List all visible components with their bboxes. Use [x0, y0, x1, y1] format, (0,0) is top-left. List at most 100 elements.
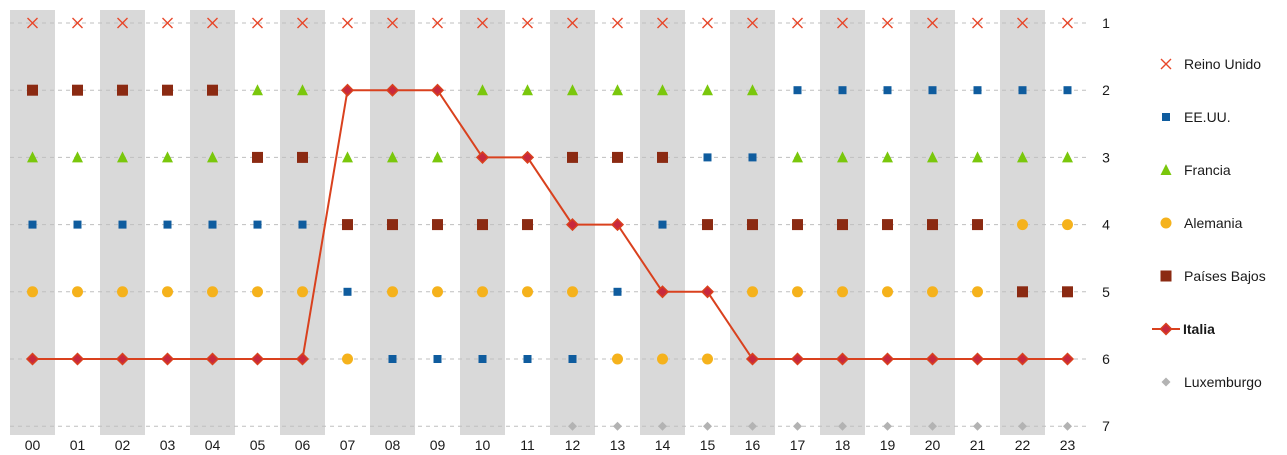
series-layer: [25, 17, 1075, 431]
point-reino-unido: [747, 17, 758, 29]
point-italia: [25, 352, 40, 366]
point-italia: [160, 352, 175, 366]
legend-label: Italia: [1183, 321, 1215, 337]
x-tick-label: 17: [790, 437, 806, 453]
point-paises-bajos: [387, 219, 398, 231]
point-reino-unido: [702, 17, 713, 29]
legend-marker: [1160, 217, 1172, 229]
x-tick-label: 18: [835, 437, 851, 453]
point-italia: [790, 352, 805, 366]
point-paises-bajos: [27, 84, 38, 96]
point-ee-uu: [973, 86, 982, 95]
point-paises-bajos: [522, 219, 533, 231]
point-luxemburgo: [613, 421, 622, 431]
point-italia: [70, 352, 85, 366]
legend-marker: [1160, 58, 1172, 70]
point-francia: [792, 151, 803, 163]
legend-item: Italia: [1152, 321, 1215, 337]
point-paises-bajos: [567, 151, 578, 163]
point-paises-bajos: [702, 219, 713, 231]
point-ee-uu: [253, 220, 262, 229]
point-alemania: [747, 286, 758, 298]
point-reino-unido: [972, 17, 983, 29]
series-ee-uu: [28, 86, 1072, 363]
x-tick-label: 00: [25, 437, 41, 453]
x-tick-label: 13: [610, 437, 626, 453]
point-ee-uu: [928, 86, 937, 95]
point-paises-bajos: [432, 219, 443, 231]
point-francia: [72, 151, 83, 163]
point-paises-bajos: [477, 219, 488, 231]
point-reino-unido: [657, 17, 668, 29]
legend-label: Francia: [1184, 162, 1231, 178]
x-tick-label: 02: [115, 437, 131, 453]
point-ee-uu: [883, 86, 892, 95]
legend-label: Países Bajos: [1184, 268, 1266, 284]
point-paises-bajos: [1017, 286, 1028, 298]
point-paises-bajos: [72, 84, 83, 96]
point-reino-unido: [342, 17, 353, 29]
point-alemania: [387, 286, 398, 298]
point-alemania: [972, 286, 983, 298]
point-paises-bajos: [927, 219, 938, 231]
point-reino-unido: [1062, 17, 1073, 29]
point-alemania: [657, 353, 668, 365]
point-ee-uu: [343, 287, 352, 296]
point-francia: [882, 151, 893, 163]
point-ee-uu: [478, 355, 487, 363]
point-reino-unido: [252, 17, 263, 29]
point-luxemburgo: [883, 421, 892, 431]
point-alemania: [927, 286, 938, 298]
x-tick-label: 10: [475, 437, 491, 453]
legend-marker: [1161, 377, 1171, 387]
point-italia: [1060, 352, 1075, 366]
x-tick-label: 04: [205, 437, 221, 453]
series-alemania: [27, 219, 1073, 365]
point-luxemburgo: [748, 421, 757, 431]
point-ee-uu: [28, 220, 37, 229]
point-paises-bajos: [882, 219, 893, 231]
point-italia: [295, 352, 310, 366]
point-luxemburgo: [703, 421, 712, 431]
point-alemania: [162, 286, 173, 298]
y-axis: 1 2 3 4 5 6 7: [1102, 15, 1110, 434]
legend-item: Francia: [1160, 162, 1231, 178]
point-francia: [477, 84, 488, 96]
point-francia: [657, 84, 668, 96]
point-italia: [250, 352, 265, 366]
point-italia: [700, 285, 715, 299]
point-paises-bajos: [747, 219, 758, 231]
point-francia: [432, 151, 443, 163]
point-alemania: [1062, 219, 1073, 231]
point-ee-uu: [388, 355, 397, 363]
legend-marker: [1160, 270, 1172, 282]
point-francia: [927, 151, 938, 163]
point-reino-unido: [117, 17, 128, 29]
point-francia: [522, 84, 533, 96]
point-ee-uu: [208, 220, 217, 229]
legend-label: Reino Unido: [1184, 56, 1261, 72]
point-reino-unido: [522, 17, 533, 29]
point-alemania: [117, 286, 128, 298]
point-italia: [655, 285, 670, 299]
point-italia: [1015, 352, 1030, 366]
point-reino-unido: [612, 17, 623, 29]
point-italia: [565, 218, 580, 232]
point-francia: [297, 84, 308, 96]
point-alemania: [342, 353, 353, 365]
point-luxemburgo: [1018, 421, 1027, 431]
x-tick-label: 19: [880, 437, 896, 453]
x-tick-label: 23: [1060, 437, 1076, 453]
x-tick-label: 15: [700, 437, 716, 453]
legend-marker: [1159, 322, 1173, 336]
point-ee-uu: [523, 355, 532, 363]
series-line-italia: [32, 89, 1068, 360]
point-paises-bajos: [162, 84, 173, 96]
point-paises-bajos: [342, 219, 353, 231]
point-reino-unido: [882, 17, 893, 29]
y-tick-label: 1: [1102, 15, 1110, 31]
point-ee-uu: [613, 287, 622, 296]
point-reino-unido: [567, 17, 578, 29]
